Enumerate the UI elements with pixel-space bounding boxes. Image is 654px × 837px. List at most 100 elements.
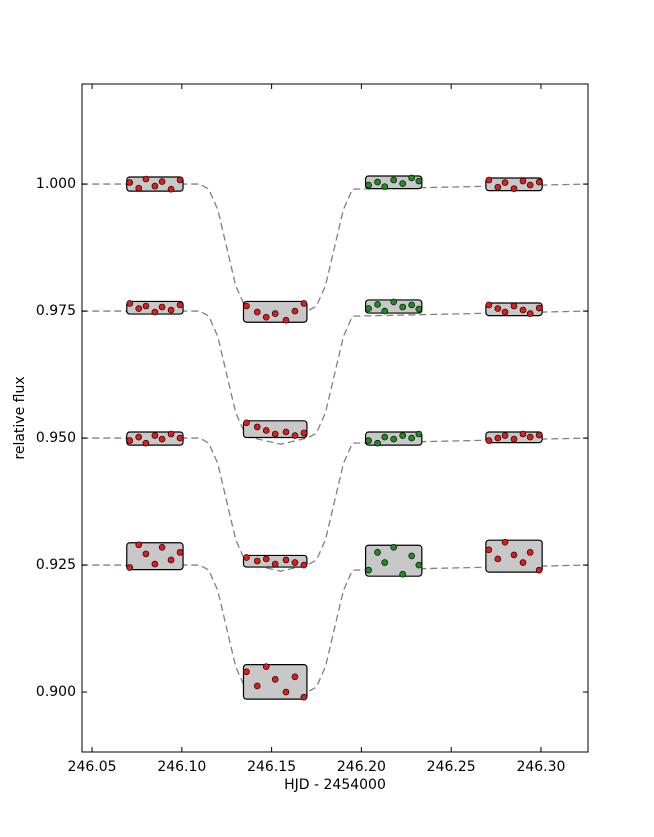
x-tick-label: 246.20 bbox=[337, 759, 386, 775]
data-point bbox=[399, 570, 406, 578]
data-point bbox=[282, 556, 290, 564]
x-tick-label: 246.05 bbox=[68, 759, 117, 775]
data-point bbox=[415, 305, 423, 313]
data-point bbox=[291, 432, 299, 439]
data-point bbox=[381, 183, 389, 190]
data-point bbox=[501, 179, 509, 186]
data-point bbox=[374, 178, 381, 186]
data-point bbox=[158, 543, 166, 551]
data-point bbox=[399, 432, 406, 439]
data-point bbox=[176, 549, 184, 556]
data-point bbox=[300, 693, 308, 701]
data-point bbox=[262, 663, 270, 670]
data-point bbox=[365, 566, 372, 574]
data-point bbox=[408, 301, 415, 309]
data-point bbox=[158, 435, 166, 443]
data-point bbox=[291, 673, 299, 681]
data-point bbox=[408, 174, 415, 182]
data-point bbox=[300, 300, 308, 307]
model-curve bbox=[81, 183, 588, 318]
envelope bbox=[126, 542, 184, 571]
data-point bbox=[501, 432, 509, 439]
data-point bbox=[271, 430, 279, 438]
data-point bbox=[408, 434, 415, 442]
data-point bbox=[535, 431, 543, 439]
data-point bbox=[135, 433, 143, 441]
data-point bbox=[519, 559, 527, 566]
y-tick-label: 1.000 bbox=[36, 176, 76, 192]
x-tick-label: 246.15 bbox=[247, 759, 296, 775]
y-tick-label: 0.900 bbox=[36, 684, 76, 700]
data-point bbox=[126, 437, 134, 444]
data-point bbox=[135, 541, 143, 549]
data-point bbox=[243, 554, 250, 561]
data-point bbox=[126, 564, 134, 571]
data-point bbox=[142, 439, 150, 447]
data-point bbox=[494, 305, 502, 312]
data-point bbox=[399, 180, 406, 187]
data-point bbox=[253, 682, 261, 690]
data-point bbox=[167, 185, 175, 193]
data-point bbox=[158, 178, 166, 185]
data-point bbox=[390, 176, 398, 184]
data-point bbox=[390, 435, 398, 443]
data-point bbox=[243, 302, 250, 310]
data-point bbox=[526, 433, 534, 441]
data-point bbox=[510, 551, 518, 559]
data-point bbox=[300, 429, 308, 437]
data-point bbox=[262, 313, 270, 321]
data-point bbox=[510, 185, 518, 192]
data-point bbox=[253, 557, 261, 565]
data-point bbox=[135, 184, 143, 192]
data-point bbox=[494, 183, 502, 191]
data-point bbox=[519, 306, 527, 314]
data-point bbox=[253, 308, 261, 316]
x-tick-label: 246.30 bbox=[516, 759, 565, 775]
data-point bbox=[271, 560, 279, 568]
data-point bbox=[142, 302, 150, 310]
data-point bbox=[501, 308, 509, 316]
data-point bbox=[243, 668, 250, 676]
model-curve bbox=[81, 437, 588, 572]
data-point bbox=[300, 561, 308, 569]
y-tick-label: 0.950 bbox=[36, 430, 76, 446]
data-point bbox=[535, 304, 543, 312]
data-point bbox=[243, 419, 250, 427]
data-point bbox=[151, 308, 159, 316]
data-point bbox=[126, 300, 134, 307]
data-point bbox=[253, 423, 261, 431]
data-point bbox=[415, 177, 423, 185]
data-point bbox=[151, 182, 159, 190]
y-axis-label: relative flux bbox=[12, 376, 28, 459]
data-point bbox=[262, 555, 270, 563]
data-point bbox=[271, 310, 279, 317]
data-point bbox=[374, 439, 381, 447]
data-point bbox=[176, 301, 184, 309]
data-point bbox=[510, 435, 518, 443]
data-point bbox=[365, 181, 372, 189]
data-point bbox=[282, 688, 290, 696]
model-curve bbox=[81, 310, 588, 445]
data-point bbox=[142, 550, 150, 558]
data-point bbox=[415, 430, 423, 438]
data-point bbox=[167, 556, 175, 564]
data-point bbox=[282, 428, 290, 436]
data-point bbox=[282, 316, 290, 324]
data-point bbox=[501, 538, 509, 546]
data-point bbox=[408, 552, 415, 560]
data-point bbox=[485, 437, 493, 444]
data-point bbox=[526, 549, 534, 556]
x-tick-label: 246.25 bbox=[427, 759, 476, 775]
data-point bbox=[374, 549, 381, 556]
data-point bbox=[291, 559, 299, 566]
data-point bbox=[142, 175, 150, 183]
data-point bbox=[176, 176, 184, 184]
plot-frame bbox=[81, 83, 589, 753]
data-point bbox=[135, 305, 143, 312]
data-point bbox=[126, 179, 134, 186]
data-point bbox=[399, 303, 406, 311]
data-point bbox=[167, 306, 175, 314]
data-point bbox=[535, 566, 543, 574]
data-point bbox=[494, 434, 502, 442]
